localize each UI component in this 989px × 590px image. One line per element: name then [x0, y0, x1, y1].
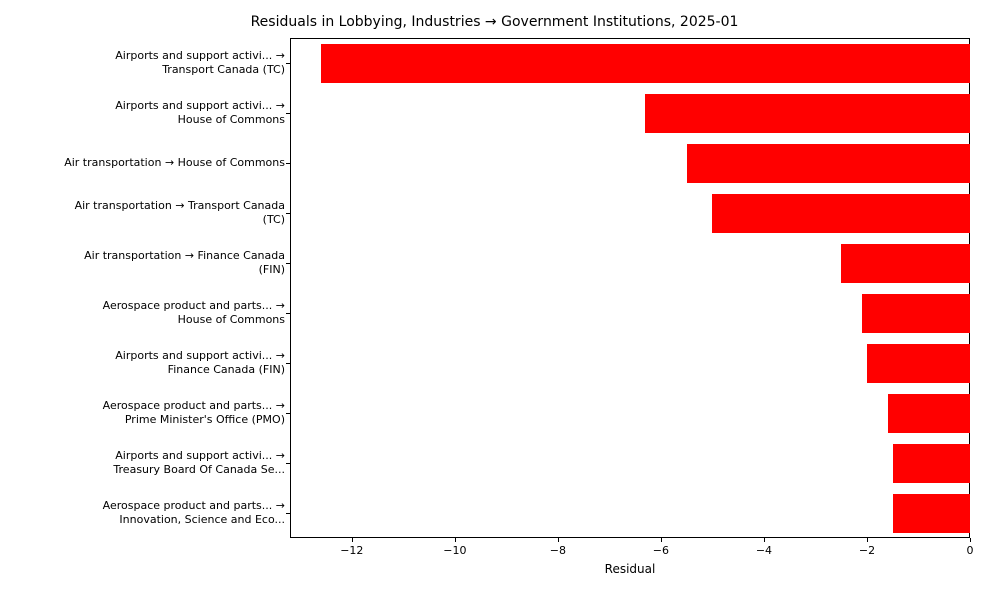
bar: [867, 344, 970, 383]
bar: [712, 194, 970, 233]
y-tick-label: Airports and support activi... → Transpo…: [5, 49, 285, 77]
y-tick: [286, 213, 290, 214]
bar: [321, 44, 970, 83]
x-tick-label: −10: [443, 544, 466, 557]
x-axis-label: Residual: [290, 562, 970, 576]
y-tick: [286, 363, 290, 364]
bar: [687, 144, 970, 183]
chart-container: Residuals in Lobbying, Industries → Gove…: [0, 0, 989, 590]
y-tick: [286, 313, 290, 314]
y-tick-label: Aerospace product and parts... → House o…: [5, 299, 285, 327]
x-tick-label: −4: [756, 544, 772, 557]
y-tick-label: Airports and support activi... → House o…: [5, 99, 285, 127]
y-tick-label: Airports and support activi... → Finance…: [5, 349, 285, 377]
y-tick: [286, 163, 290, 164]
x-tick-label: −2: [859, 544, 875, 557]
x-tick-label: 0: [967, 544, 974, 557]
x-tick-label: −12: [340, 544, 363, 557]
bar: [841, 244, 970, 283]
y-tick-label: Air transportation → Finance Canada (FIN…: [5, 249, 285, 277]
y-tick-label: Aerospace product and parts... → Prime M…: [5, 399, 285, 427]
x-tick: [455, 538, 456, 542]
y-tick-label: Air transportation → House of Commons: [5, 156, 285, 170]
y-tick: [286, 463, 290, 464]
x-tick: [558, 538, 559, 542]
x-tick-label: −6: [653, 544, 669, 557]
y-tick: [286, 63, 290, 64]
bar: [893, 494, 970, 533]
x-tick: [867, 538, 868, 542]
bar: [645, 94, 970, 133]
y-tick: [286, 263, 290, 264]
y-tick: [286, 513, 290, 514]
y-tick-label: Airports and support activi... → Treasur…: [5, 449, 285, 477]
x-tick: [764, 538, 765, 542]
y-tick: [286, 413, 290, 414]
chart-title: Residuals in Lobbying, Industries → Gove…: [0, 14, 989, 30]
x-tick: [661, 538, 662, 542]
y-tick: [286, 113, 290, 114]
y-tick-label: Aerospace product and parts... → Innovat…: [5, 499, 285, 527]
bar: [888, 394, 970, 433]
bar: [893, 444, 970, 483]
x-tick: [970, 538, 971, 542]
y-tick-label: Air transportation → Transport Canada (T…: [5, 199, 285, 227]
x-tick: [352, 538, 353, 542]
bar: [862, 294, 970, 333]
x-tick-label: −8: [550, 544, 566, 557]
